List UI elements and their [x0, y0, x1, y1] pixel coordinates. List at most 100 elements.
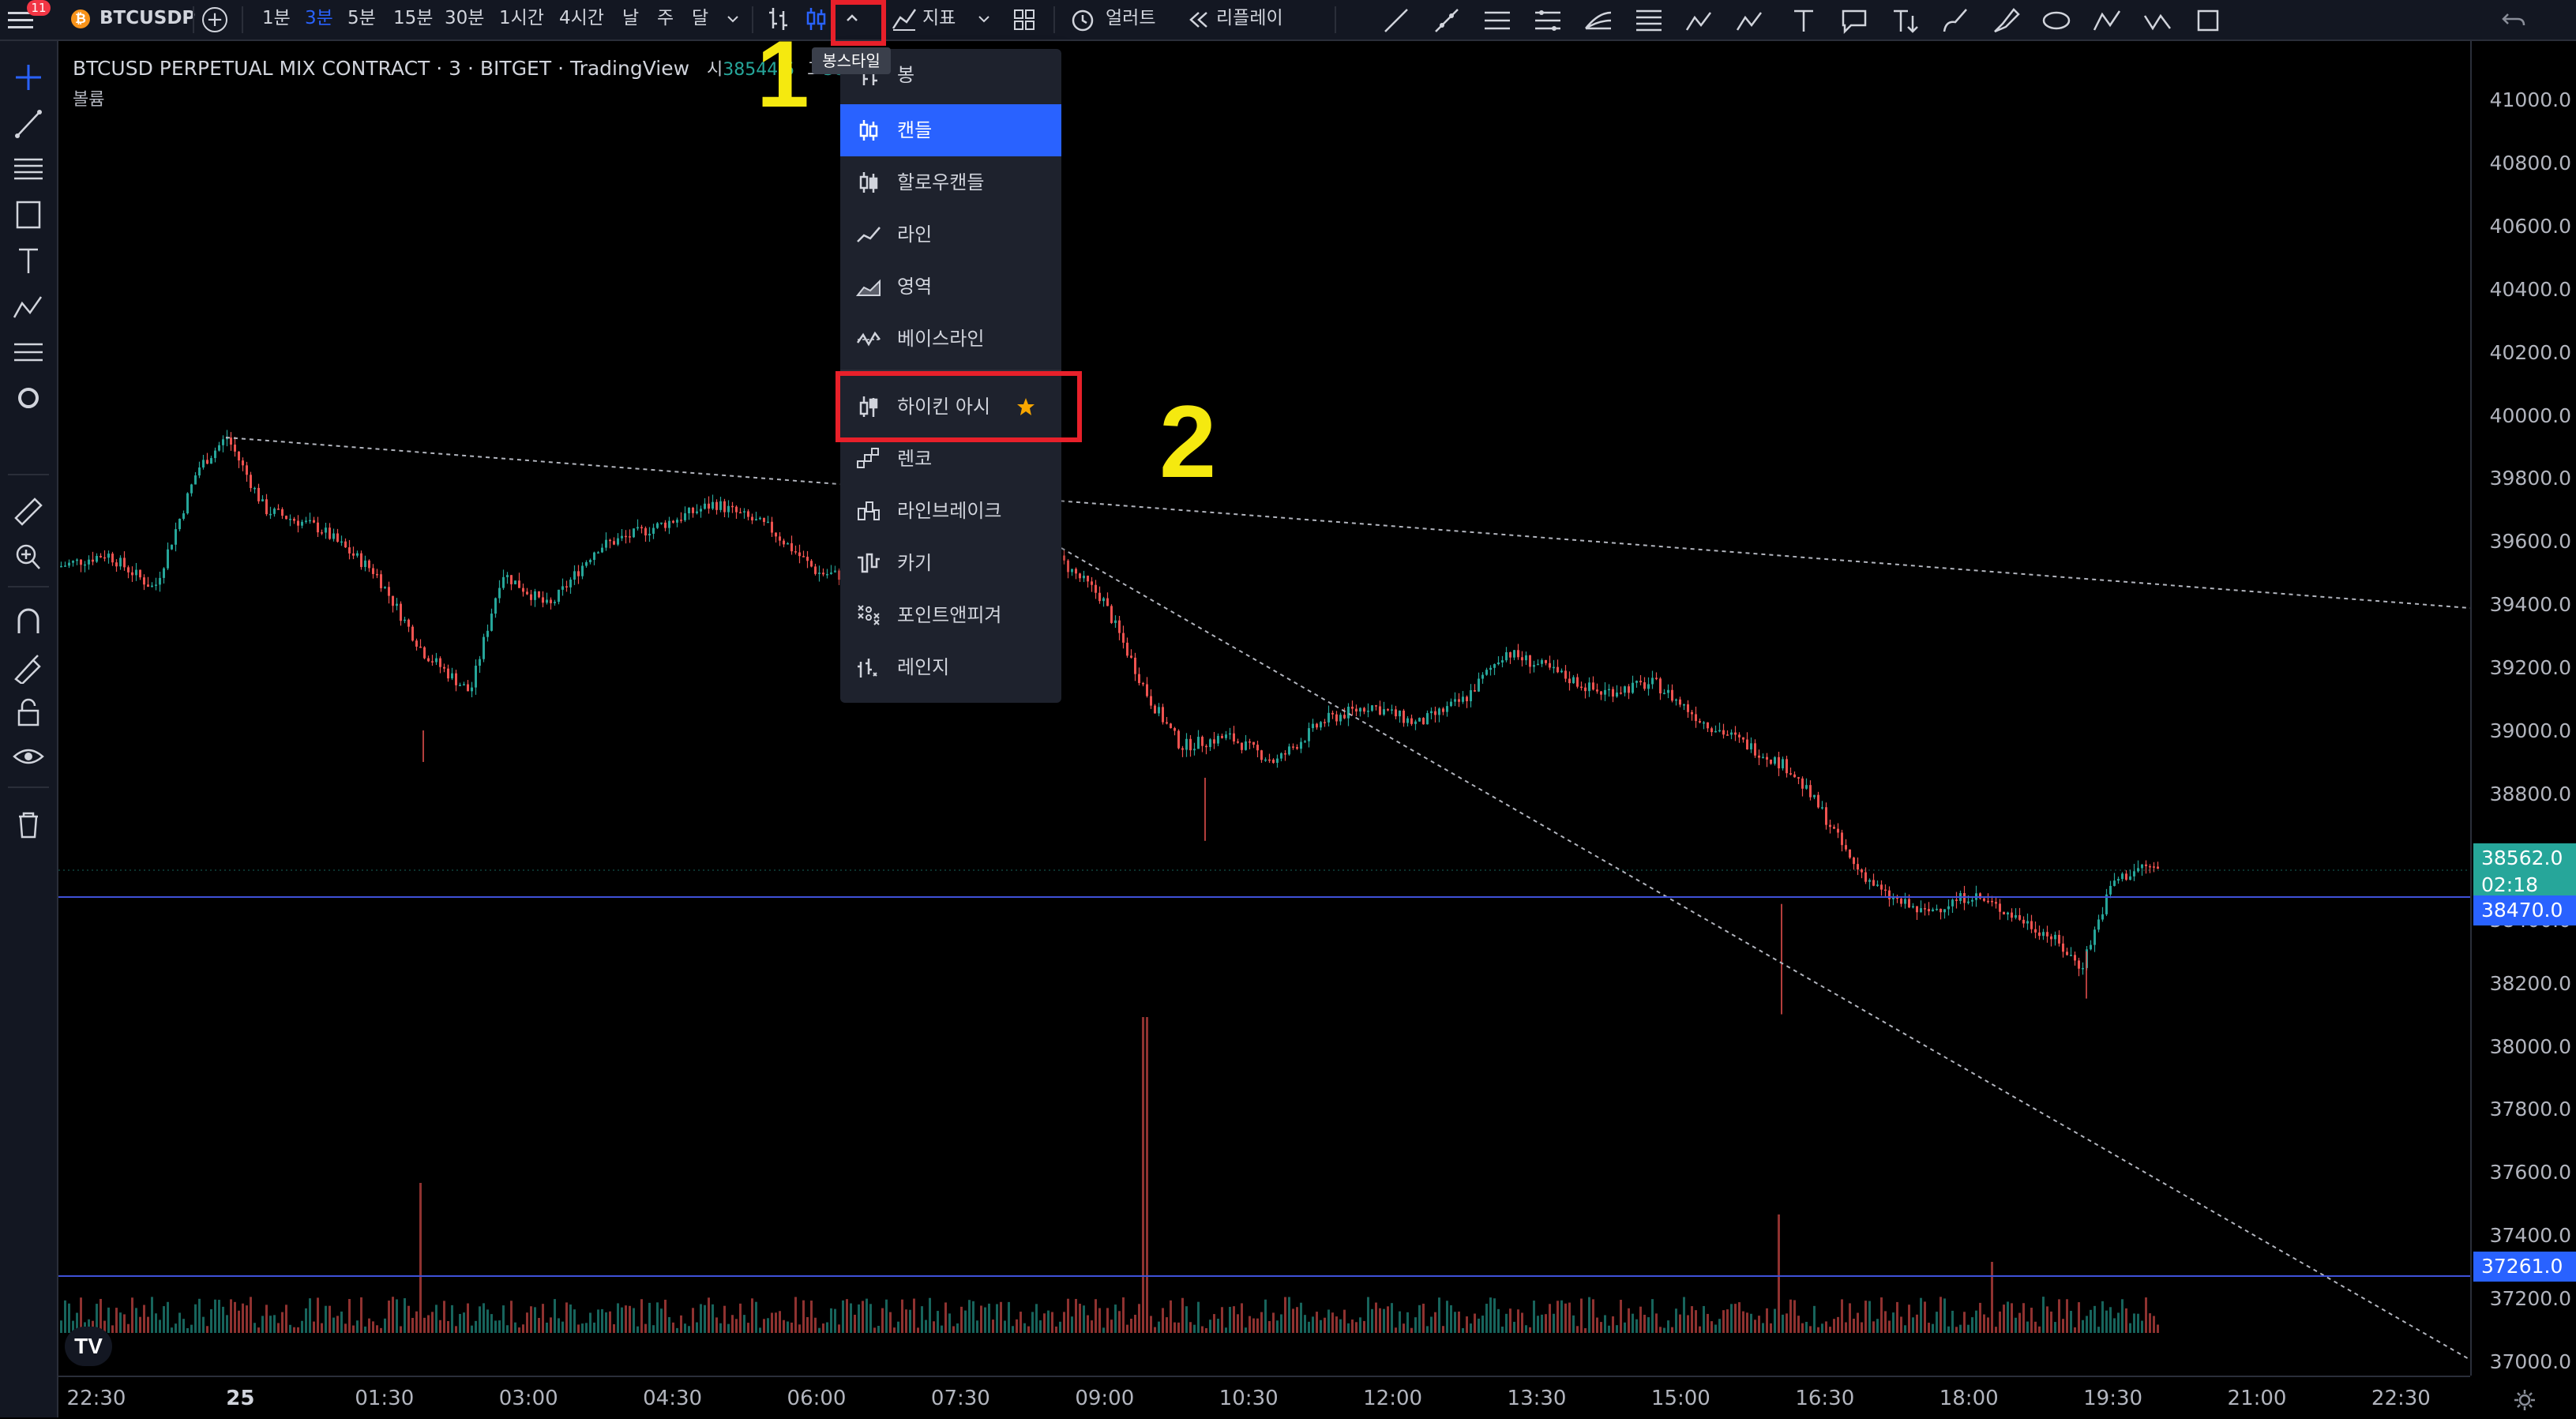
- xabcd-pattern-icon[interactable]: [1684, 5, 1715, 36]
- interval-dropdown-chevron-icon[interactable]: [725, 11, 741, 27]
- shape-tool-icon[interactable]: [9, 197, 47, 232]
- chart-style-renko[interactable]: 렌코: [840, 433, 1061, 485]
- ellipse-icon[interactable]: [2041, 5, 2072, 36]
- abcd-pattern-icon[interactable]: [2091, 5, 2123, 36]
- alert-button[interactable]: 얼러트: [1106, 8, 1156, 28]
- indicators-icon[interactable]: [891, 6, 918, 32]
- ray-icon[interactable]: [1431, 5, 1463, 36]
- highlighter-icon[interactable]: [1990, 5, 2022, 36]
- chart-style-candles[interactable]: 캔들: [840, 104, 1061, 156]
- elliott-wave-icon[interactable]: [1734, 5, 1766, 36]
- interval-15m[interactable]: 15분: [393, 8, 434, 28]
- candle-style-icon[interactable]: [804, 5, 829, 33]
- chart-style-line[interactable]: 라인: [840, 208, 1061, 261]
- candle-body: [589, 560, 591, 562]
- bar-style-icon[interactable]: [766, 5, 791, 33]
- circle-tool-icon[interactable]: [9, 381, 47, 415]
- candle-body: [1466, 696, 1468, 702]
- price-axis[interactable]: 41000.0 40800.0 40600.0 40400.0 40200.0 40000…: [2470, 41, 2576, 1376]
- chart-style-hollow-candles[interactable]: 할로우캔들: [840, 156, 1061, 208]
- compare-add-icon[interactable]: +: [202, 7, 227, 32]
- axis-settings-gear-icon[interactable]: [2513, 1388, 2537, 1412]
- text-tool-left-icon[interactable]: [9, 243, 47, 278]
- candle-body: [1679, 699, 1681, 705]
- symbol-search-button[interactable]: BTCUSDP: [100, 8, 196, 28]
- volume-bar: [1312, 1316, 1314, 1333]
- indicators-button[interactable]: 지표: [922, 8, 956, 28]
- chart-style-baseline[interactable]: 베이스라인: [840, 313, 1061, 365]
- trendline-lower[interactable]: [1061, 547, 2470, 1361]
- zoom-in-icon[interactable]: [9, 539, 47, 573]
- ruler-icon[interactable]: [9, 493, 47, 527]
- volume-bar: [1588, 1297, 1590, 1333]
- volume-bar: [1766, 1308, 1768, 1333]
- chart-style-kagi[interactable]: 카기: [840, 537, 1061, 589]
- price-label-icon[interactable]: [1889, 5, 1921, 36]
- candle-body: [1932, 909, 1934, 912]
- interval-1m[interactable]: 1분: [262, 8, 291, 28]
- interval-week[interactable]: 주: [657, 8, 674, 28]
- interval-3m[interactable]: 3분: [305, 8, 333, 28]
- chart-style-point-figure[interactable]: 포인트앤피겨: [840, 589, 1061, 641]
- candle-body: [336, 533, 339, 542]
- layout-grid-icon[interactable]: [1012, 8, 1036, 32]
- favorite-star-icon[interactable]: [1016, 396, 1036, 417]
- wxy-pattern-icon[interactable]: [2142, 5, 2173, 36]
- regression-icon[interactable]: [1532, 5, 1564, 36]
- prediction-tool-icon[interactable]: [9, 335, 47, 370]
- volume-bar: [1750, 1313, 1752, 1333]
- chart-style-range[interactable]: 레인지: [840, 641, 1061, 693]
- volume-bar: [1075, 1298, 1077, 1333]
- trash-icon[interactable]: [9, 807, 47, 842]
- chart-style-line-break[interactable]: 라인브레이크: [840, 485, 1061, 537]
- menu-icon[interactable]: [8, 9, 33, 30]
- chart-style-area[interactable]: 영역: [840, 261, 1061, 313]
- parallel-channel-icon[interactable]: [1481, 5, 1513, 36]
- trend-line-icon[interactable]: [1380, 5, 1412, 36]
- volume-bar: [941, 1325, 943, 1333]
- replay-button[interactable]: 리플레이: [1216, 8, 1283, 28]
- interval-1h[interactable]: 1시간: [499, 8, 544, 28]
- trend-line-tool-icon[interactable]: [9, 106, 47, 141]
- candle-body: [1225, 734, 1227, 738]
- interval-4h[interactable]: 4시간: [559, 8, 604, 28]
- volume-bar: [1880, 1297, 1883, 1333]
- lock-icon[interactable]: [9, 695, 47, 730]
- stay-drawing-icon[interactable]: [9, 649, 47, 685]
- fib-retracement-icon[interactable]: [1633, 5, 1665, 36]
- candle-body: [1651, 678, 1654, 685]
- indicators-chevron-icon[interactable]: [976, 11, 992, 27]
- tradingview-logo[interactable]: TV: [65, 1327, 112, 1366]
- crosshair-icon[interactable]: [9, 60, 47, 95]
- brush-icon[interactable]: [1940, 5, 1971, 36]
- volume-bar: [873, 1327, 876, 1333]
- text-tool-icon[interactable]: [1788, 5, 1819, 36]
- volume-bar: [1154, 1327, 1156, 1333]
- interval-month[interactable]: 달: [692, 8, 709, 28]
- interval-30m[interactable]: 30분: [445, 8, 485, 28]
- undo-icon[interactable]: [2500, 6, 2527, 33]
- price-chart[interactable]: [58, 41, 2470, 1368]
- chart-style-heikin-ashi[interactable]: 하이킨 아시: [840, 381, 1061, 433]
- replay-icon[interactable]: [1188, 9, 1210, 30]
- pitchfork-icon[interactable]: [1583, 5, 1614, 36]
- alert-clock-icon[interactable]: [1069, 6, 1096, 33]
- pattern-tool-icon[interactable]: [9, 289, 47, 324]
- callout-icon[interactable]: [1838, 5, 1870, 36]
- volume-bar: [1391, 1303, 1393, 1333]
- fib-tool-icon[interactable]: [9, 152, 47, 186]
- magnet-icon[interactable]: [9, 603, 47, 638]
- volume-bar: [1016, 1319, 1018, 1333]
- volume-bar: [210, 1308, 212, 1333]
- interval-day[interactable]: 날: [622, 8, 640, 28]
- candle-body: [1142, 682, 1144, 685]
- candle-body: [739, 512, 742, 514]
- chart-style-chevron-icon[interactable]: [843, 9, 861, 27]
- interval-5m[interactable]: 5분: [347, 8, 376, 28]
- volume-bar: [1959, 1324, 1962, 1333]
- rectangle-frame-icon[interactable]: [2192, 5, 2224, 36]
- time-axis[interactable]: 22:30 25 01:30 03:00 04:30 06:00 07:30 09:00 10:…: [58, 1376, 2470, 1419]
- eye-icon[interactable]: [9, 739, 47, 774]
- candle-body: [1410, 718, 1413, 724]
- volume-bar: [2030, 1308, 2033, 1333]
